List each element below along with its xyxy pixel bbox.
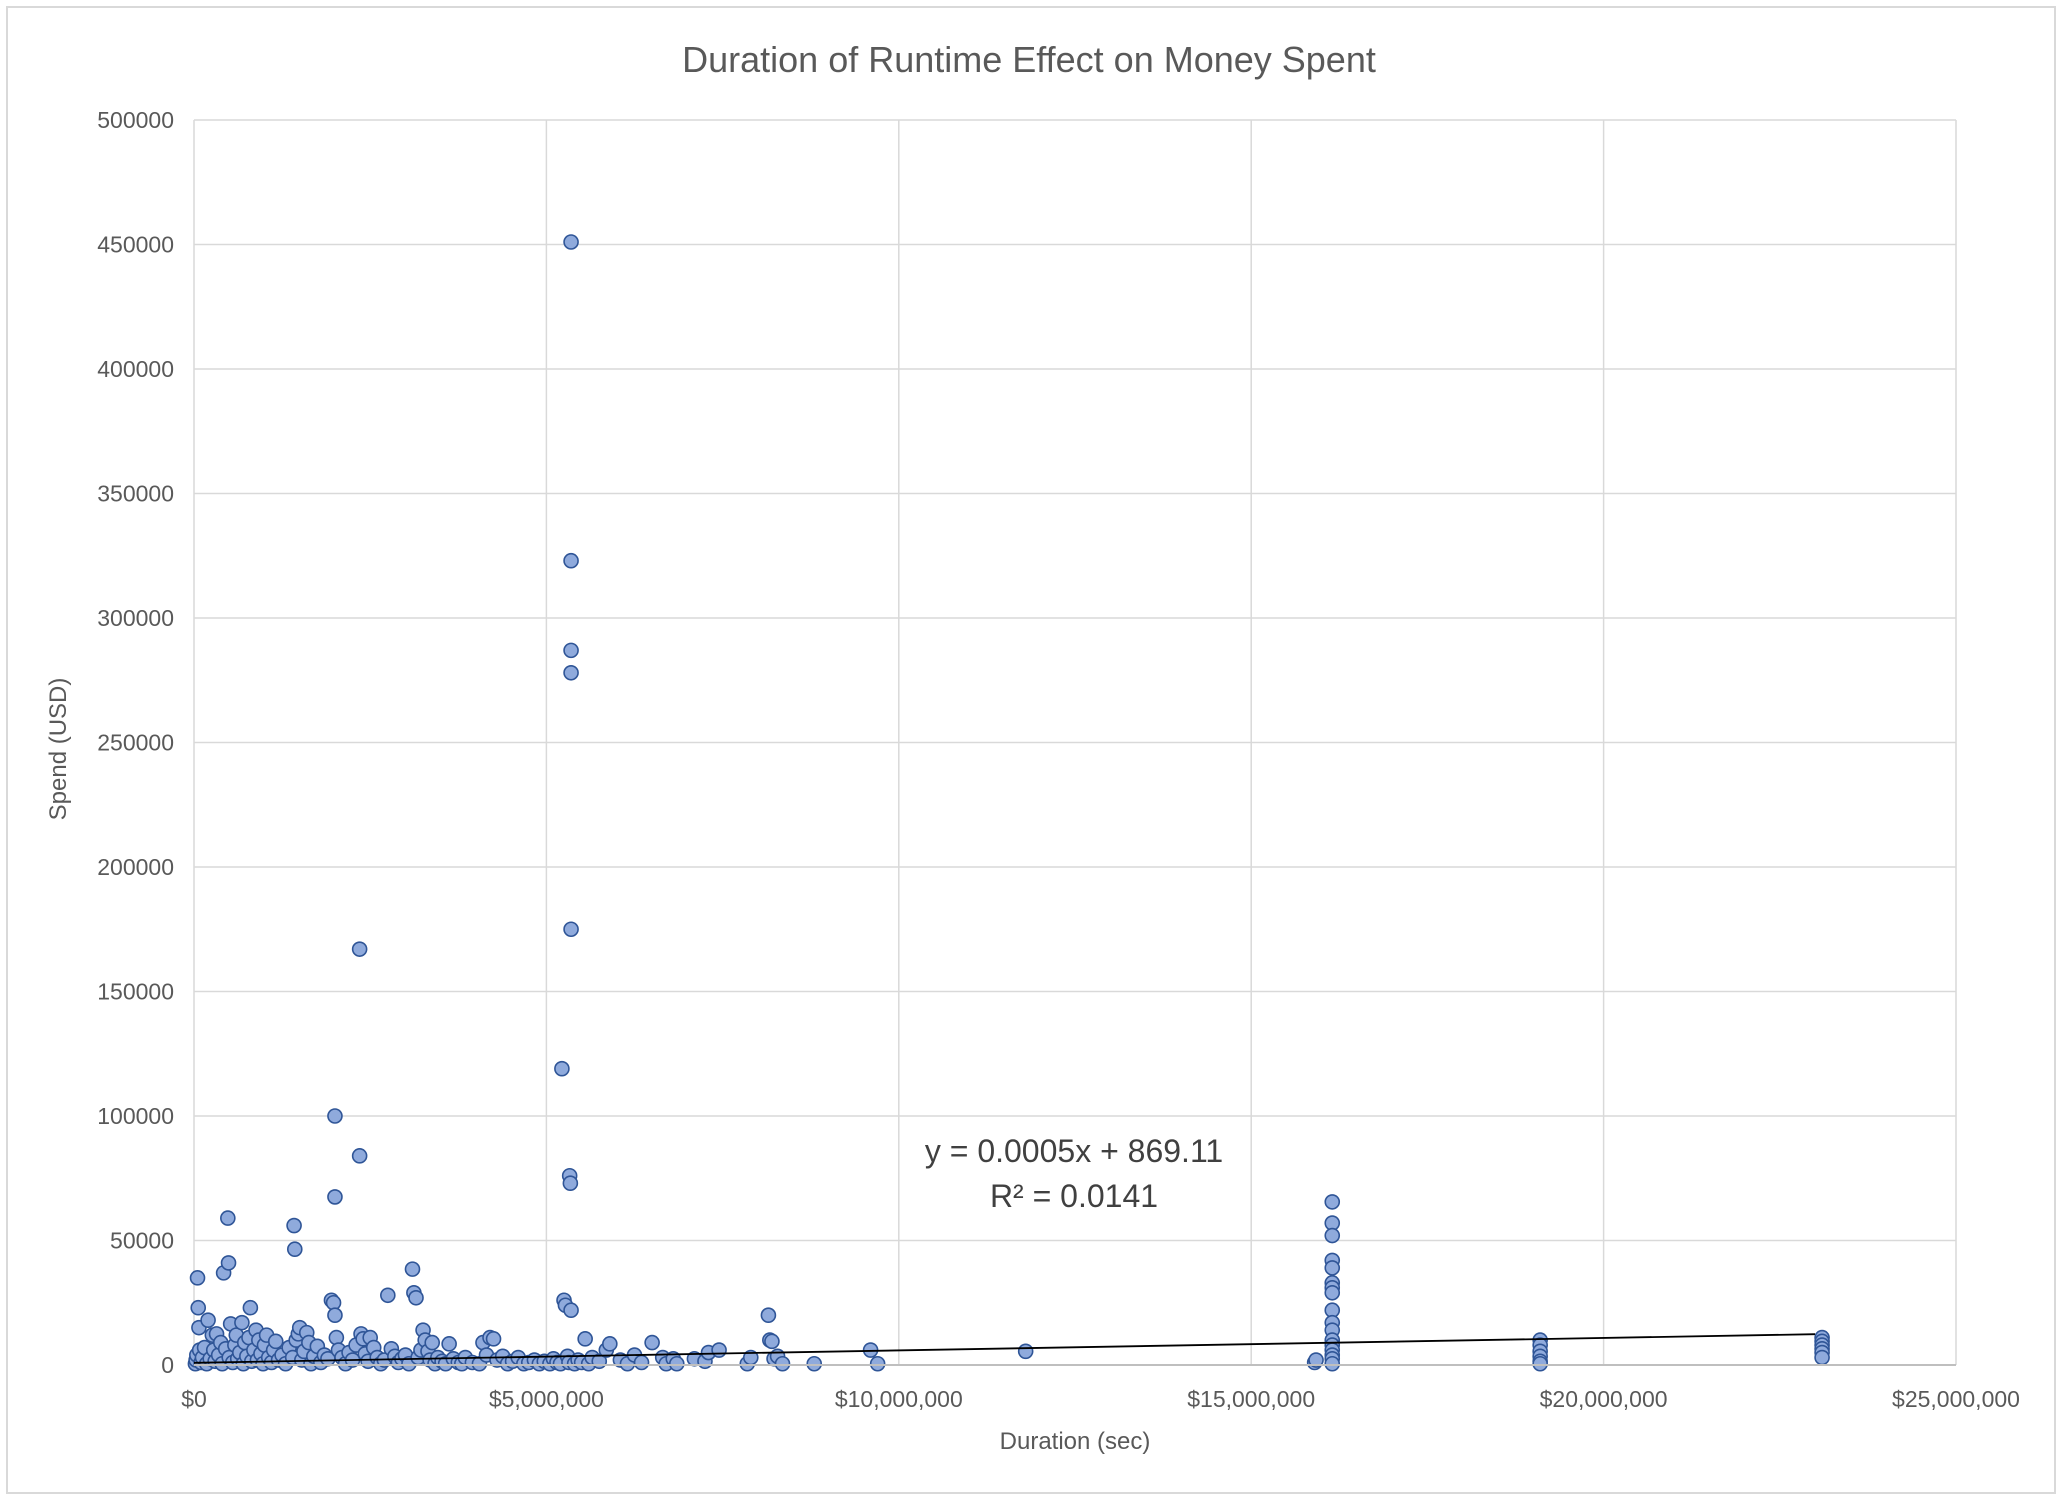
data-point (408, 1289, 424, 1306)
data-point (562, 1175, 579, 1192)
data-point (200, 1312, 216, 1328)
x-axis-title: Duration (sec) (1000, 1428, 1151, 1455)
data-point (404, 1261, 421, 1277)
data-point (563, 921, 579, 938)
data-point (1324, 1260, 1341, 1276)
data-point (563, 642, 579, 659)
data-point (189, 1270, 206, 1286)
scatter-chart: 0 50000 100000 150000 200000 250000 300000 3500… (8, 8, 2054, 1492)
x-tick-label: $20,000,000 (1540, 1386, 1668, 1412)
data-point (760, 1307, 777, 1323)
data-point (563, 552, 579, 569)
y-tick-label: 250000 (97, 730, 174, 756)
data-point (711, 1342, 727, 1358)
data-point (327, 1108, 343, 1124)
data-point (286, 1217, 302, 1234)
data-point (351, 941, 368, 957)
chart-background (8, 8, 2054, 1492)
y-tick-label: 0 (161, 1352, 174, 1378)
data-point (774, 1355, 791, 1372)
data-point (441, 1336, 457, 1352)
data-point (563, 664, 579, 681)
data-point (1017, 1343, 1034, 1360)
data-point (380, 1287, 396, 1304)
data-point (1814, 1349, 1830, 1366)
trendline-layer (193, 1333, 1816, 1364)
data-point (327, 1189, 343, 1205)
x-tick-label: $15,000,000 (1187, 1386, 1315, 1412)
data-point (602, 1336, 618, 1352)
data-point (806, 1355, 823, 1372)
chart-frame: 0 50000 100000 150000 200000 250000 300000 3500… (6, 6, 2056, 1494)
data-point (764, 1333, 780, 1350)
chart-title: Duration of Runtime Effect on Money Spen… (682, 39, 1376, 80)
data-point (1308, 1352, 1324, 1368)
data-point (644, 1334, 660, 1351)
y-tick-label: 400000 (97, 356, 174, 382)
data-point (286, 1241, 303, 1258)
trendline-r-squared: R² = 0.0141 (990, 1178, 1158, 1214)
data-point (485, 1331, 502, 1347)
y-tick-label: 200000 (97, 854, 174, 880)
data-point (242, 1299, 259, 1316)
y-tick-label: 50000 (110, 1228, 174, 1254)
axes: 0 50000 100000 150000 200000 250000 300000 3500… (97, 107, 2020, 1412)
data-point (554, 1060, 570, 1077)
data-point (577, 1331, 593, 1347)
y-tick-label: 150000 (97, 979, 174, 1005)
data-point (327, 1307, 343, 1323)
data-point (1324, 1194, 1341, 1210)
x-tick-label: $10,000,000 (835, 1386, 963, 1412)
data-point (220, 1255, 237, 1271)
y-tick-label: 500000 (97, 107, 174, 133)
grid (193, 119, 1957, 1366)
data-point (563, 234, 579, 250)
data-point (190, 1299, 207, 1316)
x-tick-label: $0 (181, 1386, 207, 1412)
data-point (563, 1302, 579, 1319)
data-point (351, 1148, 368, 1164)
data-point (1324, 1227, 1341, 1244)
data-point (267, 1333, 284, 1350)
data-point (869, 1355, 886, 1372)
trendline (193, 1333, 1816, 1364)
y-axis-title: Spend (USD) (45, 678, 72, 821)
y-tick-label: 300000 (97, 605, 174, 631)
data-point (633, 1354, 650, 1371)
data-point (220, 1210, 236, 1226)
data-point (1532, 1355, 1548, 1372)
data-point (234, 1314, 250, 1331)
x-tick-label: $25,000,000 (1892, 1386, 2020, 1412)
data-point (668, 1355, 685, 1372)
data-point (1324, 1284, 1341, 1301)
x-tick-label: $5,000,000 (489, 1386, 604, 1412)
y-tick-label: 450000 (97, 232, 174, 258)
data-point (1324, 1355, 1341, 1372)
data-point (424, 1334, 441, 1351)
y-tick-label: 100000 (97, 1103, 174, 1129)
trendline-equation: y = 0.0005x + 869.11 (925, 1133, 1223, 1169)
y-tick-label: 350000 (97, 481, 174, 507)
data-point (328, 1329, 345, 1346)
